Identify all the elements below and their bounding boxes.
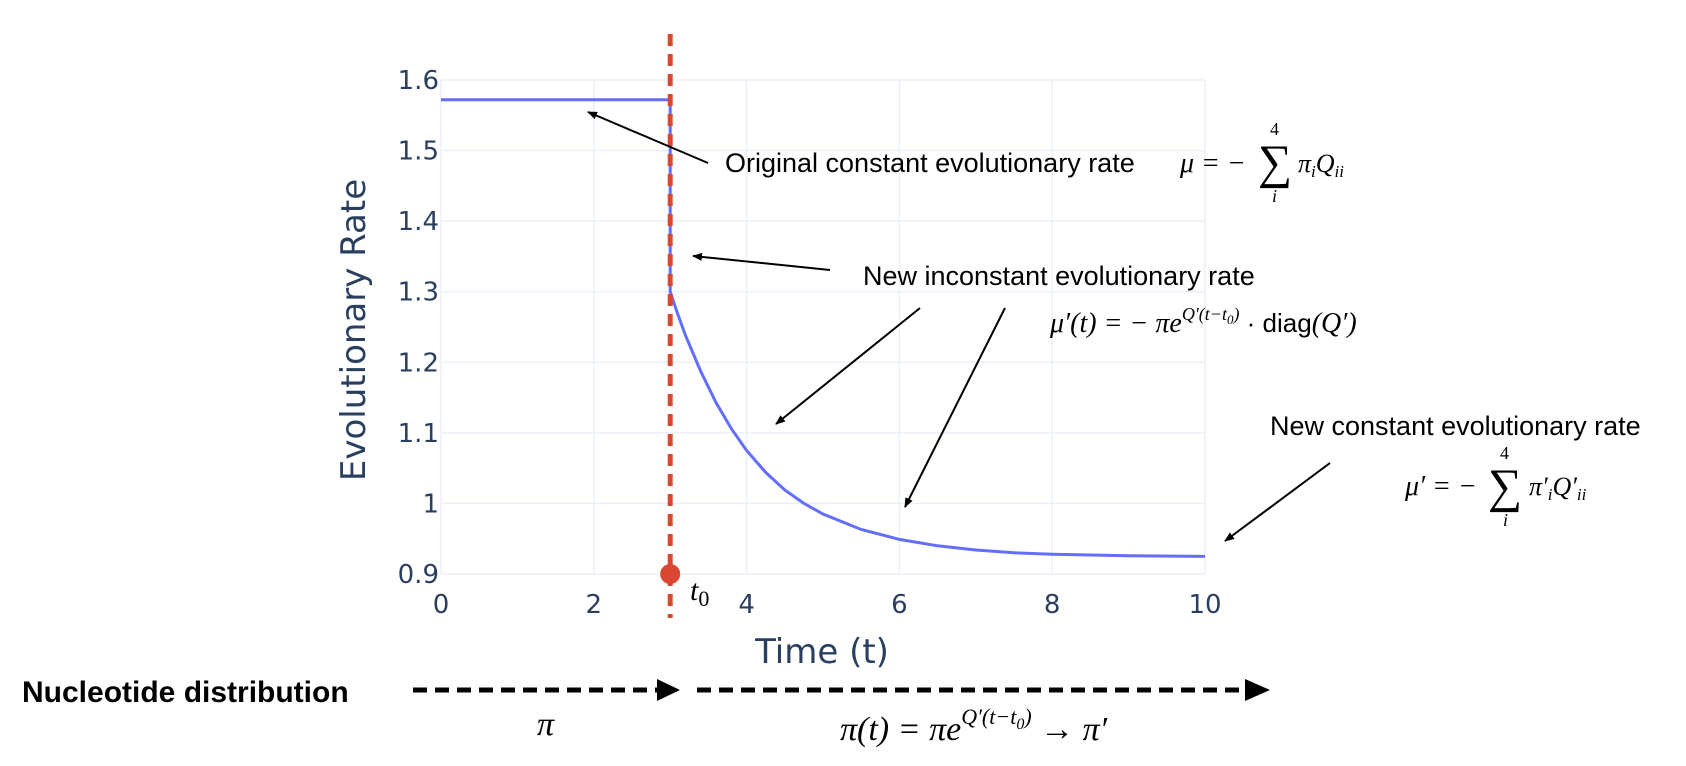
svg-text:4: 4 bbox=[1500, 443, 1509, 463]
annotation-new-constant: New constant evolutionary rate bbox=[1270, 411, 1641, 441]
t0-label: t0 bbox=[690, 574, 709, 611]
arrow-original bbox=[587, 111, 709, 164]
x-tick-label: 2 bbox=[586, 590, 603, 620]
svg-text:∑: ∑ bbox=[1488, 460, 1522, 513]
x-tick-label: 0 bbox=[433, 590, 450, 620]
svg-text:μ′ = −: μ′ = − bbox=[1404, 471, 1477, 502]
formula-mu-prime: μ′ = − ∑ 4 i π′iQ′ii bbox=[1404, 443, 1587, 530]
y-tick-labels: 0.9 1 1.1 1.2 1.3 1.4 1.5 1.6 bbox=[398, 66, 439, 590]
formula-mu: μ = − ∑ 4 i πiQii bbox=[1179, 119, 1344, 206]
svg-text:μ = −: μ = − bbox=[1179, 148, 1246, 179]
annotation-original: Original constant evolutionary rate bbox=[725, 148, 1135, 178]
y-tick-label: 1.2 bbox=[398, 348, 439, 378]
y-tick-label: 1 bbox=[422, 489, 439, 519]
svg-text:i: i bbox=[1272, 186, 1277, 206]
y-tick-label: 1.5 bbox=[398, 137, 439, 167]
y-tick-label: 1.3 bbox=[398, 278, 439, 308]
nucleotide-arrowhead-after bbox=[1245, 679, 1270, 701]
arrow-inconstant-2 bbox=[775, 307, 921, 425]
svg-text:π′iQ′ii: π′iQ′ii bbox=[1529, 472, 1587, 504]
x-tick-label: 4 bbox=[738, 590, 755, 620]
svg-text:4: 4 bbox=[1270, 119, 1279, 139]
svg-text:∑: ∑ bbox=[1258, 136, 1292, 189]
formula-mu-t: μ′(t) = − πeQ′(t−t0) · diag(Q′) bbox=[1049, 304, 1357, 339]
annotation-new-inconstant: New inconstant evolutionary rate bbox=[863, 261, 1255, 291]
svg-text:πiQii: πiQii bbox=[1298, 149, 1344, 181]
x-tick-label: 10 bbox=[1188, 590, 1221, 620]
svg-text:μ′(t) = − πeQ′(t−t0) · diag(Q′: μ′(t) = − πeQ′(t−t0) · diag(Q′) bbox=[1049, 304, 1357, 339]
arrow-inconstant-1 bbox=[692, 252, 831, 271]
arrow-new-constant bbox=[1224, 462, 1331, 542]
x-tick-label: 8 bbox=[1044, 590, 1061, 620]
nucleotide-pi: π bbox=[537, 706, 555, 743]
nucleotide-pi-t: π(t) = πeQ′(t−t0) → π′ bbox=[840, 704, 1108, 748]
rate-series-line bbox=[441, 98, 1206, 558]
arrow-inconstant-3 bbox=[904, 307, 1006, 508]
y-tick-label: 0.9 bbox=[398, 560, 439, 590]
y-tick-label: 1.6 bbox=[398, 66, 439, 96]
y-axis-title: Evolutionary Rate bbox=[334, 179, 374, 481]
y-tick-label: 1.4 bbox=[398, 207, 439, 237]
t0-marker bbox=[660, 564, 681, 584]
svg-text:i: i bbox=[1503, 510, 1508, 530]
grid-lines bbox=[440, 79, 1206, 575]
x-tick-labels: 0 2 4 6 8 10 bbox=[433, 590, 1222, 620]
y-tick-label: 1.1 bbox=[398, 419, 439, 449]
x-axis-title: Time (t) bbox=[754, 632, 889, 672]
x-tick-label: 6 bbox=[891, 590, 908, 620]
nucleotide-arrowhead-before bbox=[657, 679, 680, 701]
nucleotide-distribution-label: Nucleotide distribution bbox=[22, 676, 349, 709]
